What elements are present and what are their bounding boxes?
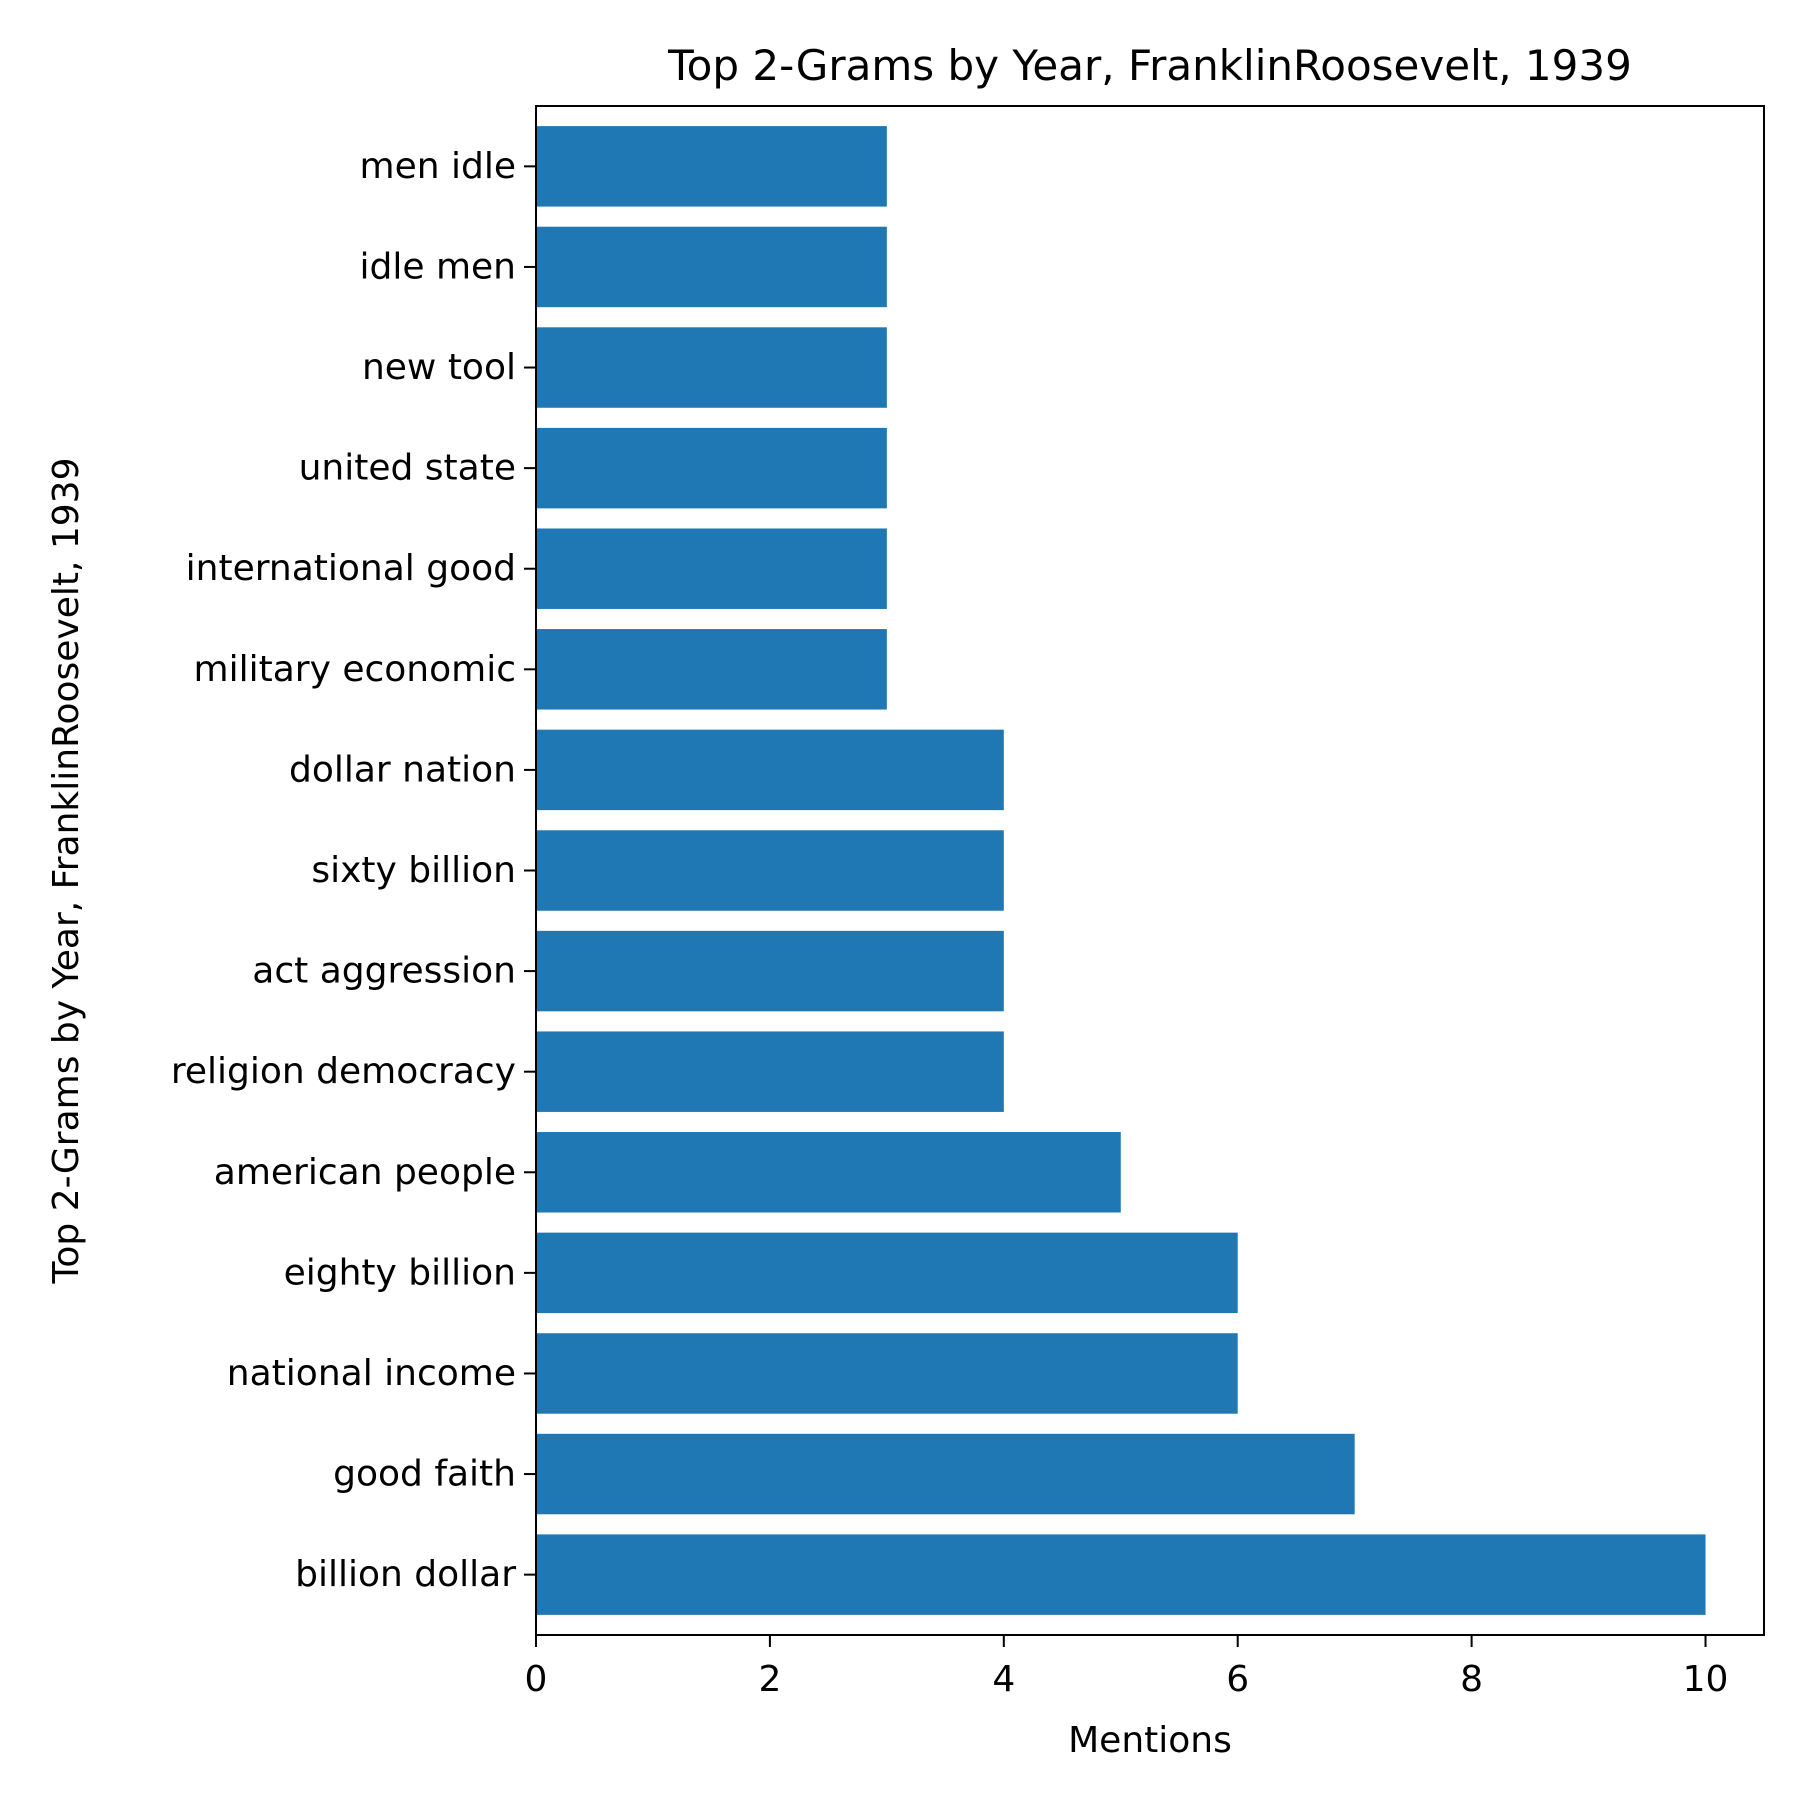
- bar-united-state: [536, 427, 887, 509]
- bars-group: [536, 126, 1706, 1615]
- y-axis-label: Top 2-Grams by Year, FranklinRoosevelt, …: [46, 458, 87, 1285]
- y-tick-label: national income: [227, 1353, 516, 1394]
- x-tick-label: 10: [1683, 1659, 1729, 1700]
- bar-idle-men: [536, 226, 887, 308]
- plot-frame: [535, 105, 1765, 1636]
- x-tick-label: 6: [1226, 1659, 1249, 1700]
- bar-act-aggression: [536, 930, 1004, 1012]
- y-tick-label: religion democracy: [171, 1051, 516, 1092]
- bar-dollar-nation: [536, 729, 1004, 811]
- bar-international-good: [536, 528, 887, 609]
- chart-title: Top 2-Grams by Year, FranklinRoosevelt, …: [667, 41, 1632, 90]
- x-tick-label: 2: [758, 1659, 781, 1700]
- y-tick-label: idle men: [360, 246, 516, 287]
- bar-military-economic: [536, 629, 887, 710]
- y-tick-label: united state: [299, 448, 516, 489]
- x-tick-label: 8: [1460, 1659, 1483, 1700]
- x-ticks-group: 0 2 4 6 8 10: [525, 1635, 1729, 1700]
- bar-good-faith: [536, 1433, 1355, 1515]
- bar-sixty-billion: [536, 830, 1004, 911]
- x-axis-label: Mentions: [1068, 1720, 1232, 1761]
- bar-religion-democracy: [536, 1031, 1004, 1112]
- y-tick-label: international good: [186, 548, 516, 589]
- x-tick-label: 0: [525, 1659, 548, 1700]
- bar-new-tool: [536, 327, 887, 408]
- bar-eighty-billion: [536, 1232, 1238, 1314]
- bar-men-idle: [536, 126, 887, 207]
- x-tick-label: 4: [992, 1659, 1015, 1700]
- y-tick-label: good faith: [333, 1454, 516, 1495]
- y-ticks-group: billion dollar good faith national income e…: [171, 146, 536, 1595]
- y-tick-label: american people: [214, 1152, 516, 1193]
- y-tick-label: sixty billion: [311, 850, 516, 891]
- y-tick-label: dollar nation: [289, 749, 516, 790]
- y-tick-label: eighty billion: [284, 1252, 516, 1293]
- bar-american-people: [536, 1132, 1121, 1213]
- bar-billion-dollar: [536, 1534, 1706, 1615]
- bar-national-income: [536, 1333, 1238, 1414]
- y-tick-label: billion dollar: [295, 1554, 516, 1595]
- y-tick-label: military economic: [194, 649, 516, 690]
- y-tick-label: men idle: [360, 146, 516, 187]
- y-tick-label: act aggression: [252, 951, 516, 992]
- y-tick-label: new tool: [362, 347, 516, 388]
